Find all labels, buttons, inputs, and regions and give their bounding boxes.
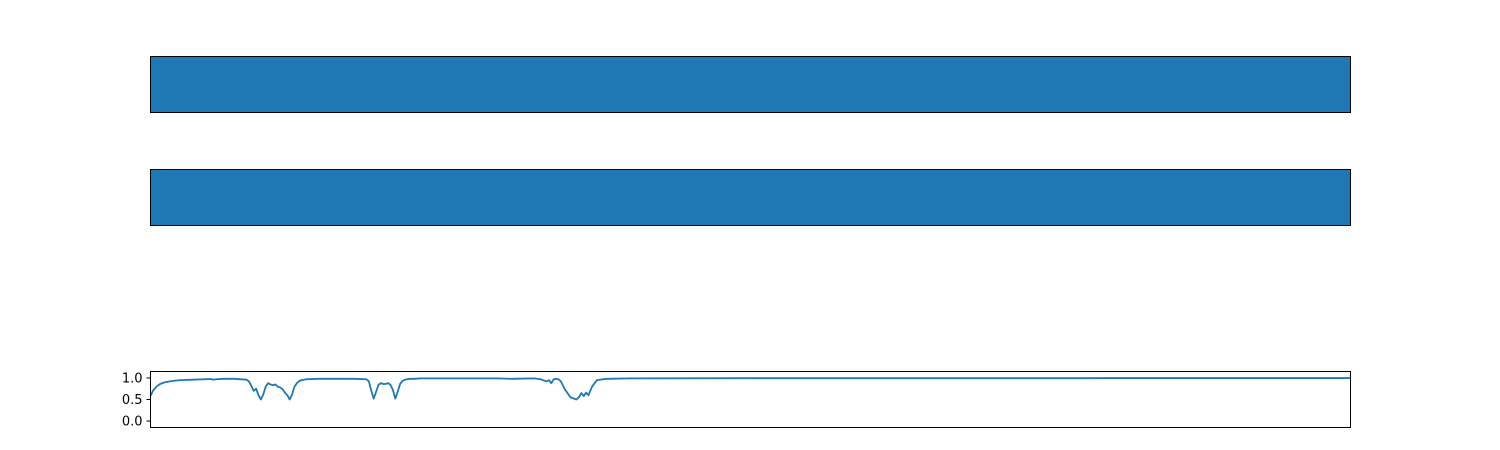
y-tick-label: 0.0: [122, 415, 143, 430]
subplot-1: [150, 56, 1351, 113]
y-ticks: 0.0 0.5 1.0: [122, 371, 151, 430]
subplot-3: 0.0 0.5 1.0: [122, 371, 1351, 430]
heatmap-fill-2: [150, 169, 1351, 226]
axes-frame-2: [150, 169, 1351, 226]
y-tick-label: 1.0: [122, 371, 143, 386]
axes-frame-3: [150, 371, 1351, 428]
axes-background-3: [150, 371, 1351, 428]
subplot-2: [150, 169, 1351, 226]
heatmap-fill-1: [150, 56, 1351, 113]
series-line: [149, 377, 1351, 401]
axes-frame-1: [150, 56, 1351, 113]
y-tick-label: 0.5: [122, 393, 143, 408]
